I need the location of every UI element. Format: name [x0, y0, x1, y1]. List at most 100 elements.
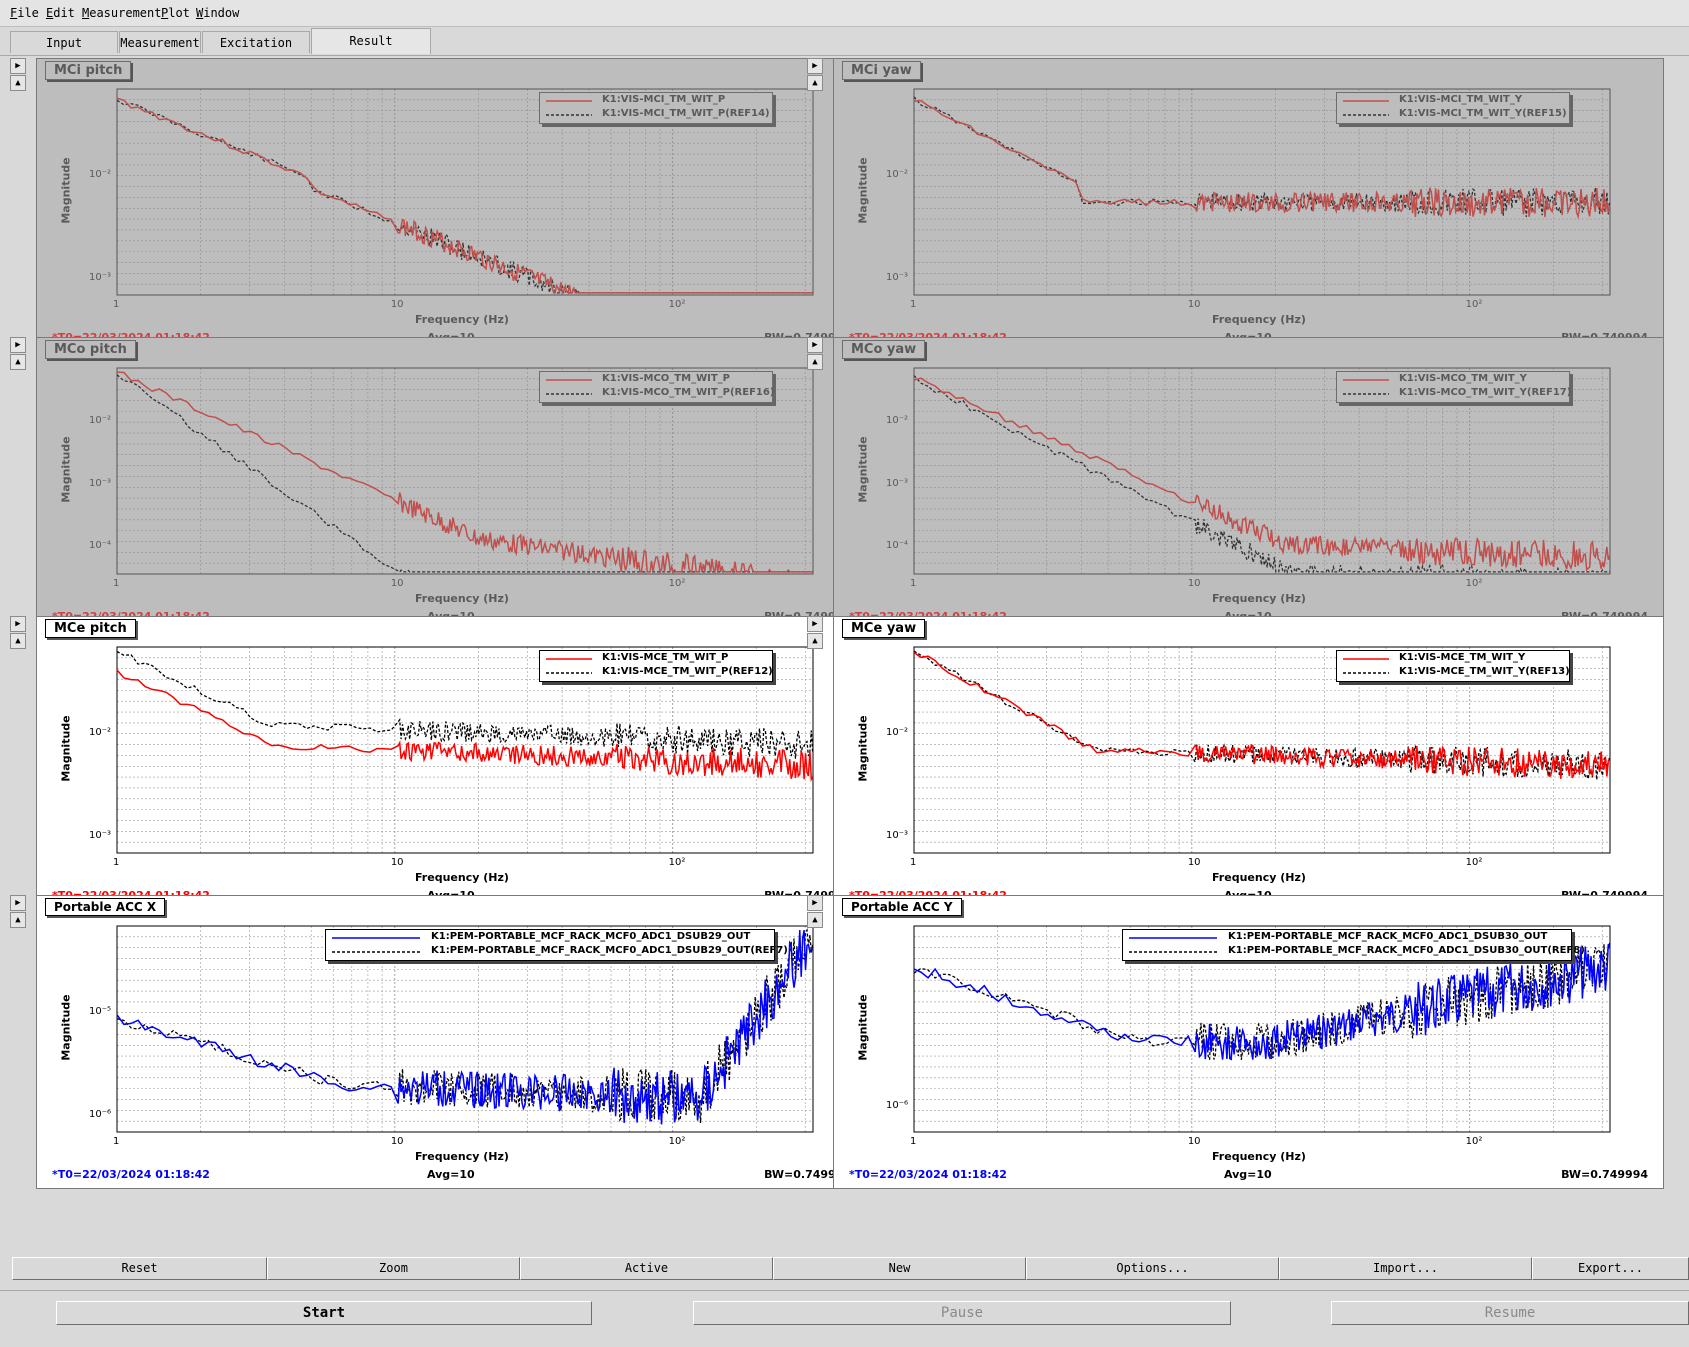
plot-frame [913, 88, 1611, 296]
plot-canvas[interactable]: MCe yaw 1 10 10² 10⁻² 10⁻³ Magnitude Frequency … [833, 616, 1664, 910]
x-axis-label: Frequency (Hz) [1212, 871, 1306, 884]
x-tick-label: 10² [1465, 1136, 1483, 1147]
plot-title: MCe yaw [842, 619, 926, 638]
legend-line-swatch [546, 658, 592, 660]
legend-label: K1:VIS-MCO_TM_WIT_P [602, 373, 730, 384]
menu-window[interactable]: Window [196, 6, 240, 20]
legend-label: K1:PEM-PORTABLE_MCF_RACK_MCF0_ADC1_DSUB2… [431, 931, 751, 942]
plot-border [913, 88, 1611, 296]
reference-trace [913, 375, 1610, 575]
plot-area: ▶ ▲ MCi pitch 1 10 10² 10⁻² 10⁻³ Magnitude Freque… [8, 58, 1689, 1254]
x-axis-label: Frequency (Hz) [1212, 1150, 1306, 1163]
import-button[interactable]: Import... [1279, 1257, 1532, 1280]
options-button[interactable]: Options... [1026, 1257, 1279, 1280]
plot-legend[interactable]: K1:PEM-PORTABLE_MCF_RACK_MCF0_ADC1_DSUB3… [1122, 929, 1585, 961]
x-tick-label: 1 [113, 299, 120, 310]
x-tick-label: 10² [668, 1136, 686, 1147]
legend-label: K1:VIS-MCI_TM_WIT_P(REF14) [602, 108, 770, 119]
legend-line-swatch [332, 937, 420, 939]
plot-border [913, 925, 1611, 1133]
plot-legend[interactable]: K1:VIS-MCO_TM_WIT_Y K1:VIS-MCO_TM_WIT_Y(R… [1336, 371, 1571, 403]
plot-canvas[interactable]: MCi yaw 1 10 10² 10⁻² 10⁻³ Magnitude Frequency … [833, 58, 1664, 352]
plot-title: MCo yaw [842, 340, 926, 359]
expand-arrow-icon[interactable]: ▶ [807, 895, 823, 911]
plot-canvas[interactable]: MCo pitch 1 10 10² 10⁻² 10⁻³ 10⁻⁴ Magnitude Freq… [36, 337, 867, 631]
x-tick-label: 10 [390, 857, 404, 868]
menu-plot[interactable]: Plot [161, 6, 190, 20]
plot-legend[interactable]: K1:VIS-MCO_TM_WIT_P K1:VIS-MCO_TM_WIT_P(R… [539, 371, 774, 403]
plot-border [913, 367, 1611, 575]
expand-arrow-icon[interactable]: ▶ [807, 58, 823, 74]
live-trace [913, 651, 1611, 779]
menu-measurement[interactable]: Measurement [82, 6, 162, 20]
menu-edit[interactable]: Edit [46, 6, 75, 20]
plot-border [116, 925, 814, 1133]
y-axis-label: Magnitude [856, 436, 870, 503]
legend-label: K1:PEM-PORTABLE_MCF_RACK_MCF0_ADC1_DSUB2… [431, 945, 788, 956]
expand-arrow-icon[interactable]: ▶ [10, 58, 26, 74]
expand-arrow-icon[interactable]: ▶ [10, 895, 26, 911]
plot-panel: ▶ ▲ MCo pitch 1 10 10² 10⁻² 10⁻³ 10⁻⁴ Magnitude Fr… [8, 337, 867, 631]
scroll-up-icon[interactable]: ▲ [807, 75, 823, 91]
plot-legend[interactable]: K1:VIS-MCI_TM_WIT_P K1:VIS-MCI_TM_WIT_P(R… [539, 92, 773, 124]
expand-arrow-icon[interactable]: ▶ [807, 337, 823, 353]
active-button[interactable]: Active [520, 1257, 773, 1280]
plot-legend[interactable]: K1:PEM-PORTABLE_MCF_RACK_MCF0_ADC1_DSUB2… [325, 929, 788, 961]
plot-canvas[interactable]: Portable ACC Y 1 10 10² 10⁻⁶ Magnitude Frequen… [833, 895, 1664, 1189]
reference-trace [116, 374, 813, 573]
menu-file[interactable]: File [10, 6, 39, 20]
x-tick-label: 1 [910, 857, 917, 868]
plot-legend[interactable]: K1:VIS-MCE_TM_WIT_Y K1:VIS-MCE_TM_WIT_Y(R… [1336, 650, 1570, 682]
tab-result[interactable]: Result [311, 28, 431, 54]
legend-label: K1:VIS-MCO_TM_WIT_Y [1399, 373, 1527, 384]
reset-button[interactable]: Reset [12, 1257, 267, 1280]
menu-bar: File Edit Measurement Plot Window [0, 0, 1689, 27]
scroll-up-icon[interactable]: ▲ [10, 633, 26, 649]
reference-trace [116, 99, 813, 295]
expand-arrow-icon[interactable]: ▶ [10, 337, 26, 353]
scroll-up-icon[interactable]: ▲ [10, 75, 26, 91]
pause-button[interactable]: Pause [693, 1301, 1231, 1325]
expand-arrow-icon[interactable]: ▶ [10, 616, 26, 632]
live-trace [116, 669, 814, 782]
live-trace [116, 371, 813, 575]
export-button[interactable]: Export... [1532, 1257, 1689, 1280]
y-tick-label: 10⁻² [885, 726, 908, 738]
run-control-bar: Start Pause Resume [0, 1290, 1689, 1347]
start-button[interactable]: Start [56, 1301, 592, 1325]
tab-measurement[interactable]: Measurement [119, 31, 201, 53]
scroll-up-icon[interactable]: ▲ [10, 912, 26, 928]
plot-frame [116, 88, 814, 296]
zoom-button[interactable]: Zoom [267, 1257, 520, 1280]
plot-canvas[interactable]: Portable ACC X 1 10 10² 10⁻⁵ 10⁻⁶ Magnitude Fre… [36, 895, 867, 1189]
tab-input[interactable]: Input [10, 31, 118, 53]
tab-excitation[interactable]: Excitation [202, 31, 310, 53]
plot-legend[interactable]: K1:VIS-MCI_TM_WIT_Y K1:VIS-MCI_TM_WIT_Y(R… [1336, 92, 1570, 124]
plot-panel: ▶ ▲ MCi yaw 1 10 10² 10⁻² 10⁻³ Magnitude Frequenc… [805, 58, 1664, 352]
y-axis-label: Magnitude [59, 994, 73, 1061]
scroll-up-icon[interactable]: ▲ [10, 354, 26, 370]
plot-canvas[interactable]: MCi pitch 1 10 10² 10⁻² 10⁻³ Magnitude Frequenc… [36, 58, 867, 352]
scroll-up-icon[interactable]: ▲ [807, 912, 823, 928]
plot-border [116, 88, 814, 296]
legend-label: K1:VIS-MCE_TM_WIT_P [602, 652, 729, 663]
legend-label: K1:VIS-MCI_TM_WIT_Y(REF15) [1399, 108, 1567, 119]
plot-title: Portable ACC X [45, 898, 166, 916]
legend-line-swatch [546, 100, 592, 102]
plot-canvas[interactable]: MCe pitch 1 10 10² 10⁻² 10⁻³ Magnitude Frequenc… [36, 616, 867, 910]
scroll-up-icon[interactable]: ▲ [807, 633, 823, 649]
plot-canvas[interactable]: MCo yaw 1 10 10² 10⁻² 10⁻³ 10⁻⁴ Magnitude Freque… [833, 337, 1664, 631]
legend-label: K1:PEM-PORTABLE_MCF_RACK_MCF0_ADC1_DSUB3… [1228, 945, 1585, 956]
plot-title: Portable ACC Y [842, 898, 962, 916]
expand-arrow-icon[interactable]: ▶ [807, 616, 823, 632]
plot-legend[interactable]: K1:VIS-MCE_TM_WIT_P K1:VIS-MCE_TM_WIT_P(R… [539, 650, 773, 682]
legend-line-swatch [1343, 100, 1389, 102]
resume-button[interactable]: Resume [1331, 1301, 1689, 1325]
x-tick-label: 1 [910, 299, 917, 310]
y-tick-label: 10⁻² [885, 168, 908, 180]
new-button[interactable]: New [773, 1257, 1026, 1280]
x-tick-label: 10² [668, 857, 686, 868]
scroll-up-icon[interactable]: ▲ [807, 354, 823, 370]
x-tick-label: 1 [113, 1136, 120, 1147]
legend-line-swatch [1343, 393, 1389, 395]
